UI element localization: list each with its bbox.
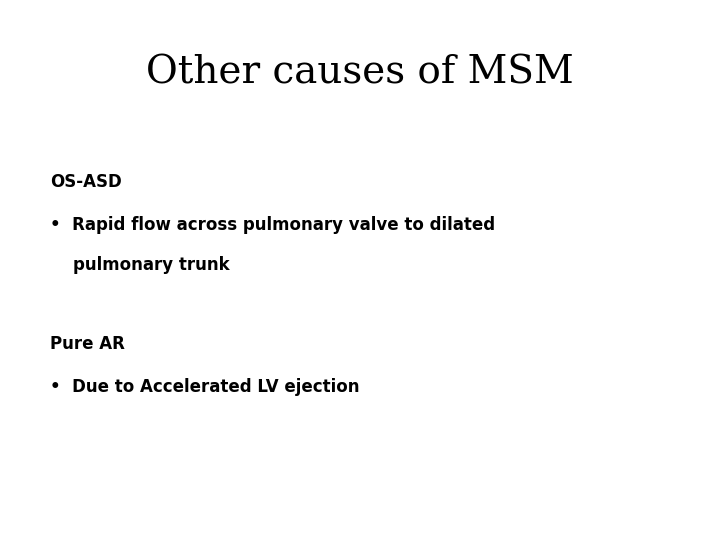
Text: OS-ASD: OS-ASD <box>50 173 122 191</box>
Text: •  Due to Accelerated LV ejection: • Due to Accelerated LV ejection <box>50 378 360 396</box>
Text: •  Rapid flow across pulmonary valve to dilated: • Rapid flow across pulmonary valve to d… <box>50 216 495 234</box>
Text: pulmonary trunk: pulmonary trunk <box>50 256 230 274</box>
Text: Other causes of MSM: Other causes of MSM <box>146 54 574 91</box>
Text: Pure AR: Pure AR <box>50 335 125 353</box>
